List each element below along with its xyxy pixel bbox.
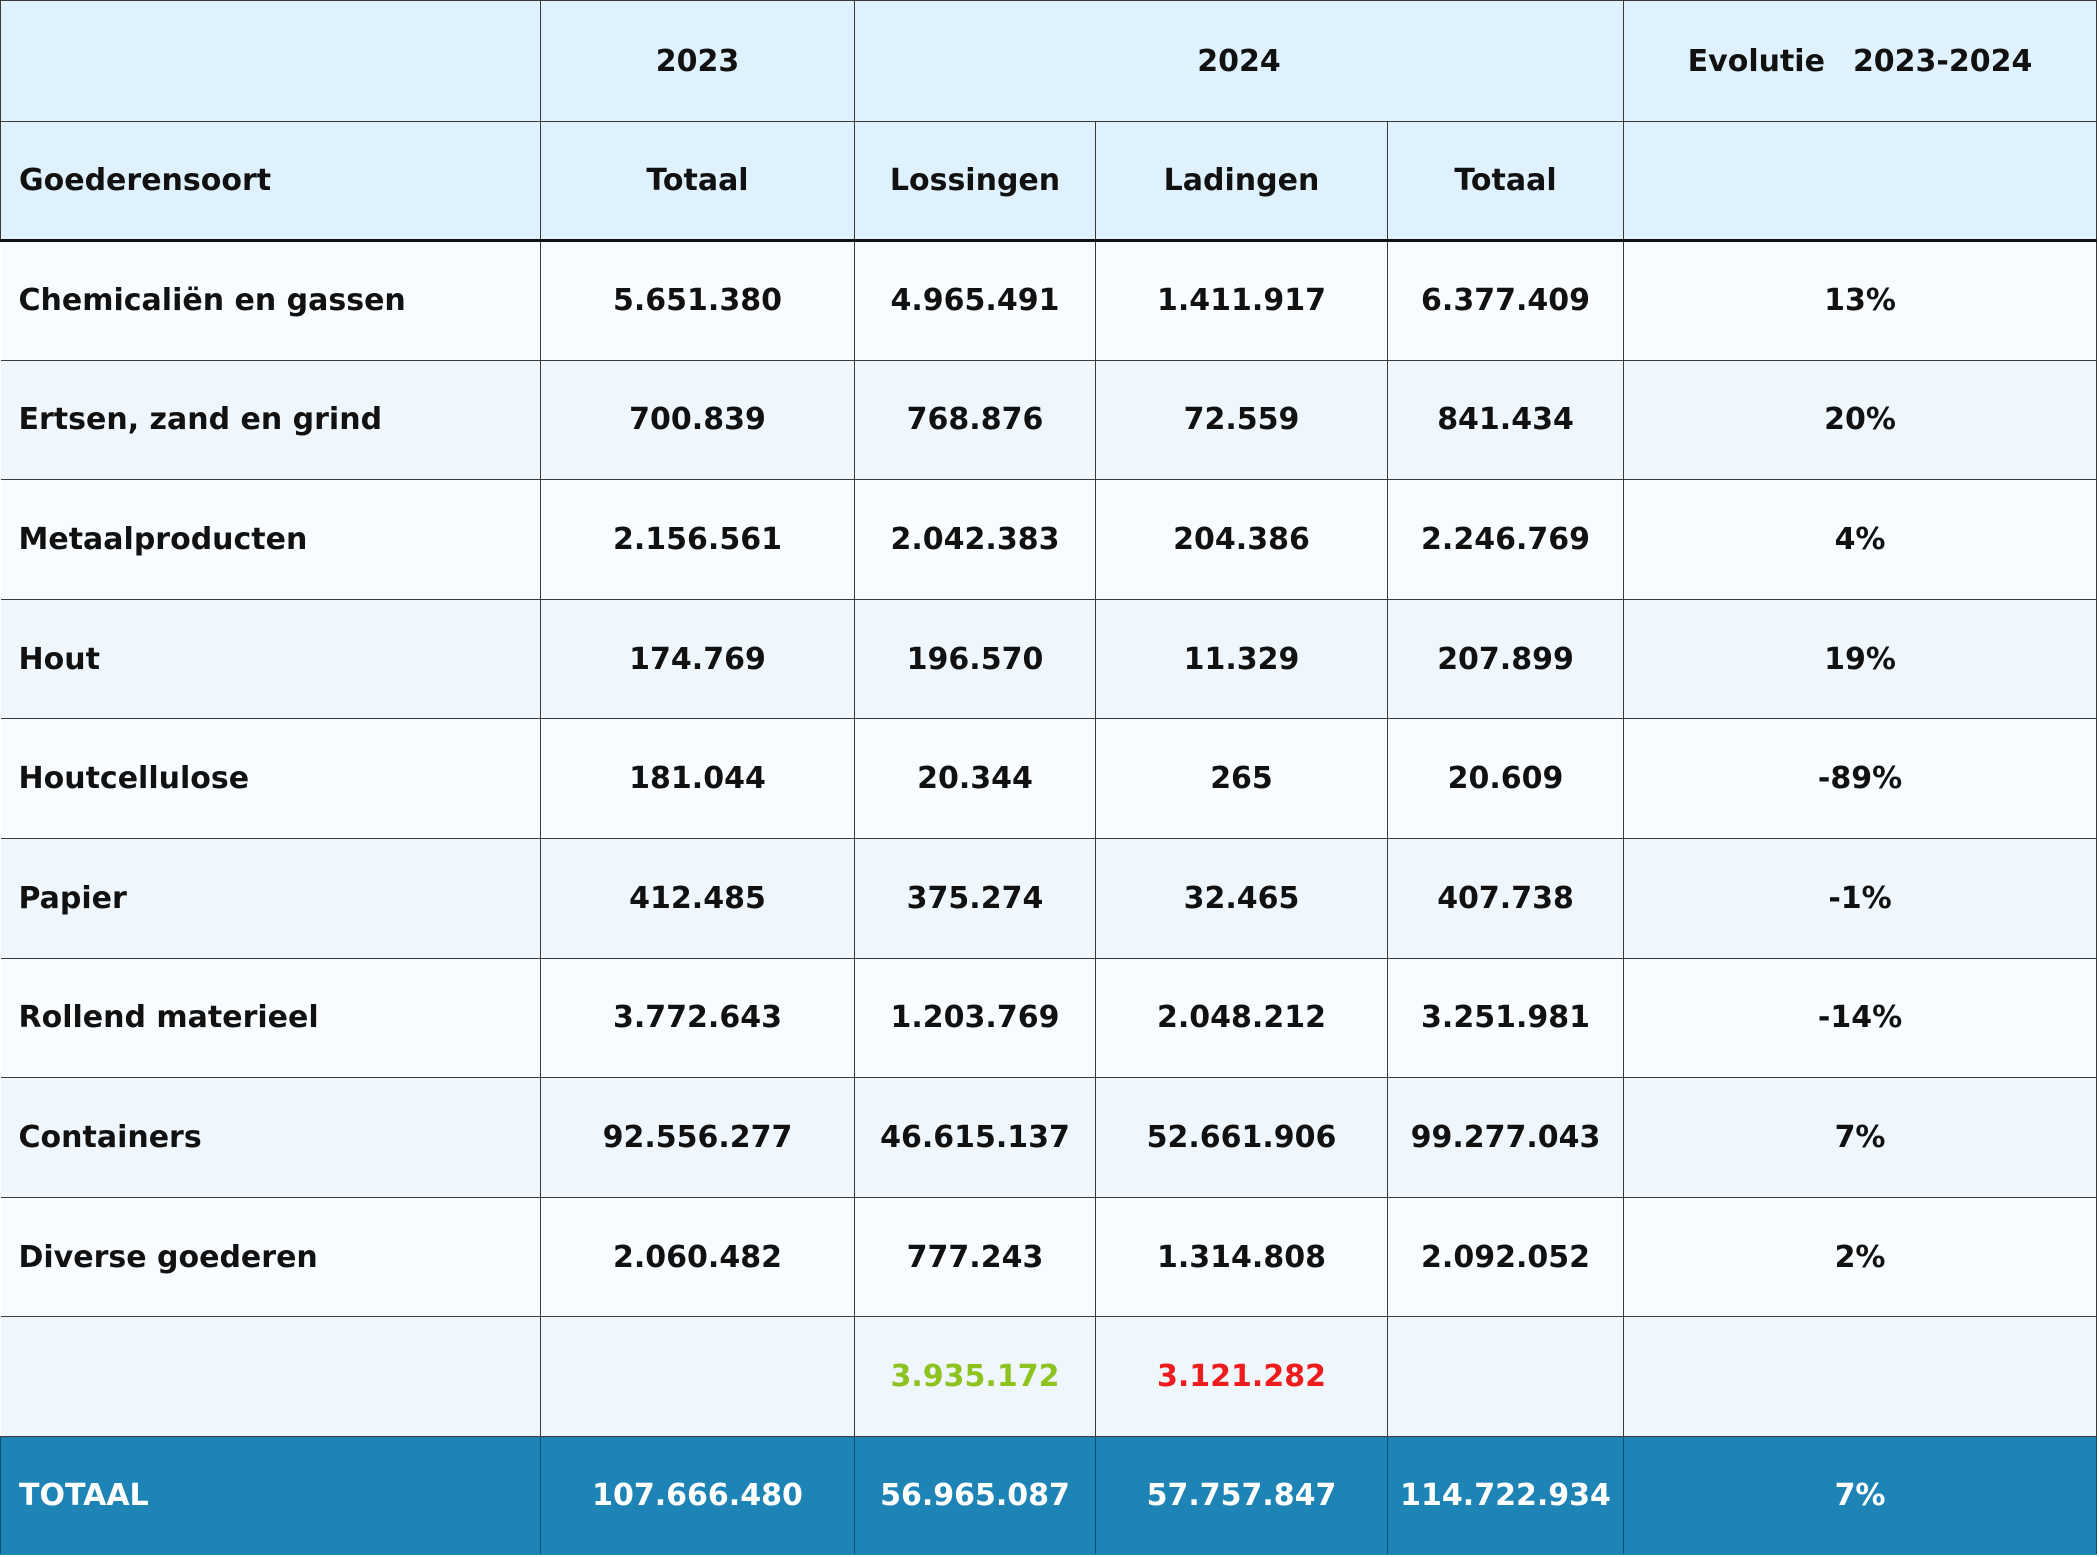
cell-total-2024: 207.899 — [1386, 598, 1625, 720]
cell-evolution: -1% — [1623, 837, 2098, 959]
cell-total-2023: 700.839 — [540, 359, 855, 481]
cell-unloadings: 375.274 — [854, 837, 1096, 959]
cell-unloadings: 777.243 — [854, 1196, 1096, 1318]
cell-evolution: -14% — [1623, 957, 2098, 1079]
cell-total-2024: 3.251.981 — [1386, 957, 1625, 1079]
cell-loadings: 265 — [1095, 718, 1388, 839]
cell-unloadings: 4.965.491 — [854, 240, 1096, 361]
cell-total-2024: 2.246.769 — [1386, 479, 1625, 600]
row-label: Hout — [0, 598, 541, 720]
header-goods-type: Goederensoort — [0, 121, 541, 242]
balance-row: 3.935.172 3.121.282 — [0, 1316, 2098, 1437]
balance-empty-label — [0, 1316, 541, 1437]
header-year-2024: 2024 — [853, 0, 1625, 122]
header-row-columns: Goederensoort Totaal Lossingen Ladingen … — [0, 121, 2098, 242]
cell-evolution: 19% — [1623, 598, 2098, 720]
cell-total-2023: 2.060.482 — [540, 1196, 855, 1318]
row-label: Diverse goederen — [0, 1196, 541, 1318]
cell-evolution: 20% — [1623, 359, 2098, 481]
row-label: Chemicaliën en gassen — [0, 240, 541, 361]
cell-loadings: 2.048.212 — [1095, 957, 1388, 1079]
cell-unloadings: 20.344 — [854, 718, 1096, 839]
table-row: Chemicaliën en gassen 5.651.380 4.965.49… — [0, 240, 2098, 361]
cell-evolution: 4% — [1623, 479, 2098, 600]
cell-total-2024: 20.609 — [1386, 718, 1625, 839]
table-row: Hout 174.769 196.570 11.329 207.899 19% — [0, 598, 2098, 720]
total-label: TOTAAL — [0, 1435, 541, 1555]
row-label: Metaalproducten — [0, 479, 541, 600]
row-label: Rollend materieel — [0, 957, 541, 1079]
cell-evolution: 13% — [1623, 240, 2098, 361]
balance-loadings: 3.121.282 — [1095, 1316, 1388, 1437]
table-row: Metaalproducten 2.156.561 2.042.383 204.… — [0, 479, 2098, 600]
table-row: Containers 92.556.277 46.615.137 52.661.… — [0, 1077, 2098, 1198]
total-evolution: 7% — [1623, 1435, 2098, 1555]
cell-loadings: 11.329 — [1095, 598, 1388, 720]
row-label: Papier — [0, 837, 541, 959]
cell-evolution: -89% — [1623, 718, 2098, 839]
header-total-2023: Totaal — [540, 121, 855, 242]
cell-loadings: 1.314.808 — [1095, 1196, 1388, 1318]
cell-total-2023: 2.156.561 — [540, 479, 855, 600]
balance-empty-2023 — [540, 1316, 855, 1437]
total-row: TOTAAL 107.666.480 56.965.087 57.757.847… — [0, 1435, 2098, 1555]
cell-unloadings: 46.615.137 — [854, 1077, 1096, 1198]
header-year-2023: 2023 — [540, 0, 855, 122]
cell-total-2023: 3.772.643 — [540, 957, 855, 1079]
cell-total-2023: 174.769 — [540, 598, 855, 720]
header-total-2024: Totaal — [1386, 121, 1625, 242]
header-empty-cell — [0, 0, 541, 122]
cell-total-2023: 5.651.380 — [540, 240, 855, 361]
table-row: Papier 412.485 375.274 32.465 407.738 -1… — [0, 837, 2098, 959]
header-evolution-range: 2023-2024 — [1852, 43, 2033, 79]
cell-total-2023: 181.044 — [540, 718, 855, 839]
balance-empty-evolution — [1623, 1316, 2098, 1437]
row-label: Houtcellulose — [0, 718, 541, 839]
header-evolution-label: Evolutie — [1687, 43, 1825, 79]
balance-unloadings: 3.935.172 — [854, 1316, 1096, 1437]
header-evolution-empty — [1623, 121, 2098, 242]
header-unloadings: Lossingen — [854, 121, 1096, 242]
header-row-years: 2023 2024 Evolutie 2023-2024 — [0, 0, 2098, 122]
cell-loadings: 1.411.917 — [1095, 240, 1388, 361]
header-loadings: Ladingen — [1095, 121, 1388, 242]
total-2023: 107.666.480 — [540, 1435, 855, 1555]
cell-evolution: 2% — [1623, 1196, 2098, 1318]
table-row: Ertsen, zand en grind 700.839 768.876 72… — [0, 359, 2098, 481]
table-row: Diverse goederen 2.060.482 777.243 1.314… — [0, 1196, 2098, 1318]
cell-total-2024: 841.434 — [1386, 359, 1625, 481]
row-label: Ertsen, zand en grind — [0, 359, 541, 481]
cell-total-2023: 412.485 — [540, 837, 855, 959]
total-2024: 114.722.934 — [1386, 1435, 1625, 1555]
table-row: Rollend materieel 3.772.643 1.203.769 2.… — [0, 957, 2098, 1079]
row-label: Containers — [0, 1077, 541, 1198]
header-evolution: Evolutie 2023-2024 — [1623, 0, 2098, 122]
cell-evolution: 7% — [1623, 1077, 2098, 1198]
balance-empty-total — [1386, 1316, 1625, 1437]
cell-total-2023: 92.556.277 — [540, 1077, 855, 1198]
cell-total-2024: 407.738 — [1386, 837, 1625, 959]
cell-unloadings: 196.570 — [854, 598, 1096, 720]
cell-unloadings: 768.876 — [854, 359, 1096, 481]
cell-unloadings: 1.203.769 — [854, 957, 1096, 1079]
cell-total-2024: 6.377.409 — [1386, 240, 1625, 361]
total-unloadings: 56.965.087 — [854, 1435, 1096, 1555]
total-loadings: 57.757.847 — [1095, 1435, 1388, 1555]
cell-loadings: 52.661.906 — [1095, 1077, 1388, 1198]
cell-loadings: 72.559 — [1095, 359, 1388, 481]
cell-total-2024: 2.092.052 — [1386, 1196, 1625, 1318]
table-row: Houtcellulose 181.044 20.344 265 20.609 … — [0, 718, 2098, 839]
cell-loadings: 204.386 — [1095, 479, 1388, 600]
cell-unloadings: 2.042.383 — [854, 479, 1096, 600]
cell-loadings: 32.465 — [1095, 837, 1388, 959]
cell-total-2024: 99.277.043 — [1386, 1077, 1625, 1198]
